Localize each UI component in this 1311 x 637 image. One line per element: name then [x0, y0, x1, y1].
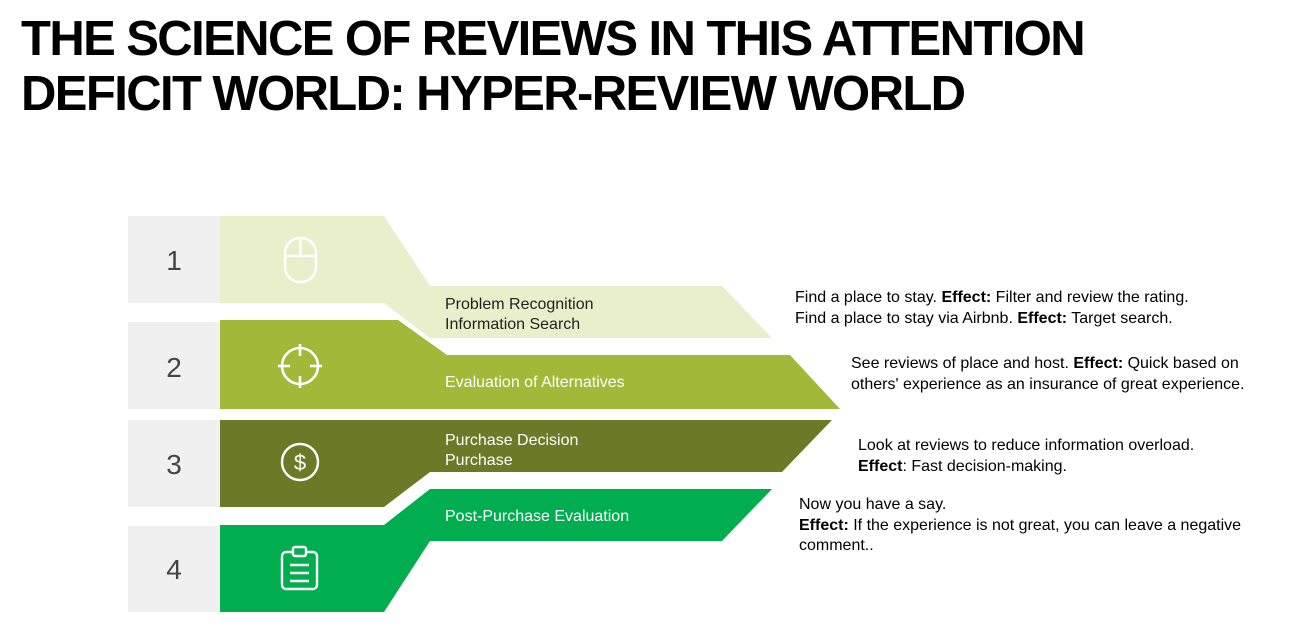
- title-line-2: DEFICIT WORLD: HYPER-REVIEW WORLD: [21, 67, 966, 121]
- step-3-description: Look at reviews to reduce information ov…: [858, 436, 1194, 477]
- step-1-stage-line-1: Problem Recognition: [445, 296, 594, 313]
- step-1-number-box: [128, 216, 220, 303]
- step-2-band: [220, 320, 840, 409]
- step-4-number-box: [128, 526, 220, 612]
- step-4-desc-line-2: Effect: If the experience is not great, …: [799, 516, 1242, 534]
- step-1-number: 1: [166, 245, 182, 276]
- step-3-stage-line-2: Purchase: [445, 452, 513, 469]
- step-1: 1 Problem Recognition Information Search: [128, 216, 772, 338]
- step-2-description: See reviews of place and host. Effect: Q…: [851, 354, 1245, 395]
- step-2-stage-line-1: Evaluation of Alternatives: [445, 374, 625, 391]
- step-3-stage: Purchase Decision Purchase: [445, 432, 583, 469]
- step-4-band: [220, 489, 772, 612]
- step-4-description: Now you have a say. Effect: If the exper…: [799, 495, 1241, 557]
- clipboard-icon: [280, 545, 319, 591]
- step-4-desc-line-3: comment..: [799, 537, 874, 554]
- step-2-desc-line-1: See reviews of place and host. Effect: Q…: [851, 355, 1239, 372]
- step-3-number: 3: [166, 449, 182, 480]
- step-2-number: 2: [166, 352, 182, 383]
- step-4-stage-line-1: Post-Purchase Evaluation: [445, 508, 629, 525]
- step-3-desc-line-2: Effect: Fast decision-making.: [858, 457, 1067, 475]
- step-4-stage: Post-Purchase Evaluation: [445, 508, 629, 525]
- step-2-stage: Evaluation of Alternatives: [445, 374, 625, 391]
- step-3-number-box: [128, 420, 220, 507]
- step-2-number-box: [128, 322, 220, 409]
- step-1-band: [220, 216, 772, 338]
- step-2: 2 Evaluation of Alternatives: [128, 320, 840, 409]
- step-4-number: 4: [166, 554, 182, 585]
- step-1-stage: Problem Recognition Information Search: [445, 296, 598, 333]
- step-3-desc-line-1: Look at reviews to reduce information ov…: [858, 437, 1195, 454]
- step-3: 3 $ Purchase Decision Purchase: [128, 420, 832, 507]
- crosshair-icon: [278, 344, 322, 388]
- step-2-desc-line-2: others' experience as an insurance of gr…: [851, 375, 1245, 393]
- step-4: 4 Post-Purchase Evaluation: [128, 489, 772, 612]
- page-title: THE SCIENCE OF REVIEWS IN THIS ATTENTION…: [21, 12, 1221, 122]
- title-line-1: THE SCIENCE OF REVIEWS IN THIS ATTENTION: [21, 12, 1086, 66]
- step-1-desc-line-2: Find a place to stay via Airbnb. Effect:…: [795, 309, 1173, 327]
- dollar-icon: $: [280, 442, 320, 482]
- step-1-stage-line-2: Information Search: [445, 316, 580, 333]
- step-3-stage-line-1: Purchase Decision: [445, 432, 578, 449]
- svg-text:$: $: [294, 450, 306, 475]
- mouse-icon: [283, 236, 318, 284]
- step-3-band: [220, 420, 832, 507]
- step-1-desc-line-1: Find a place to stay. Effect: Filter and…: [795, 289, 1189, 306]
- step-4-desc-line-1: Now you have a say.: [799, 496, 947, 513]
- step-1-description: Find a place to stay. Effect: Filter and…: [795, 288, 1189, 329]
